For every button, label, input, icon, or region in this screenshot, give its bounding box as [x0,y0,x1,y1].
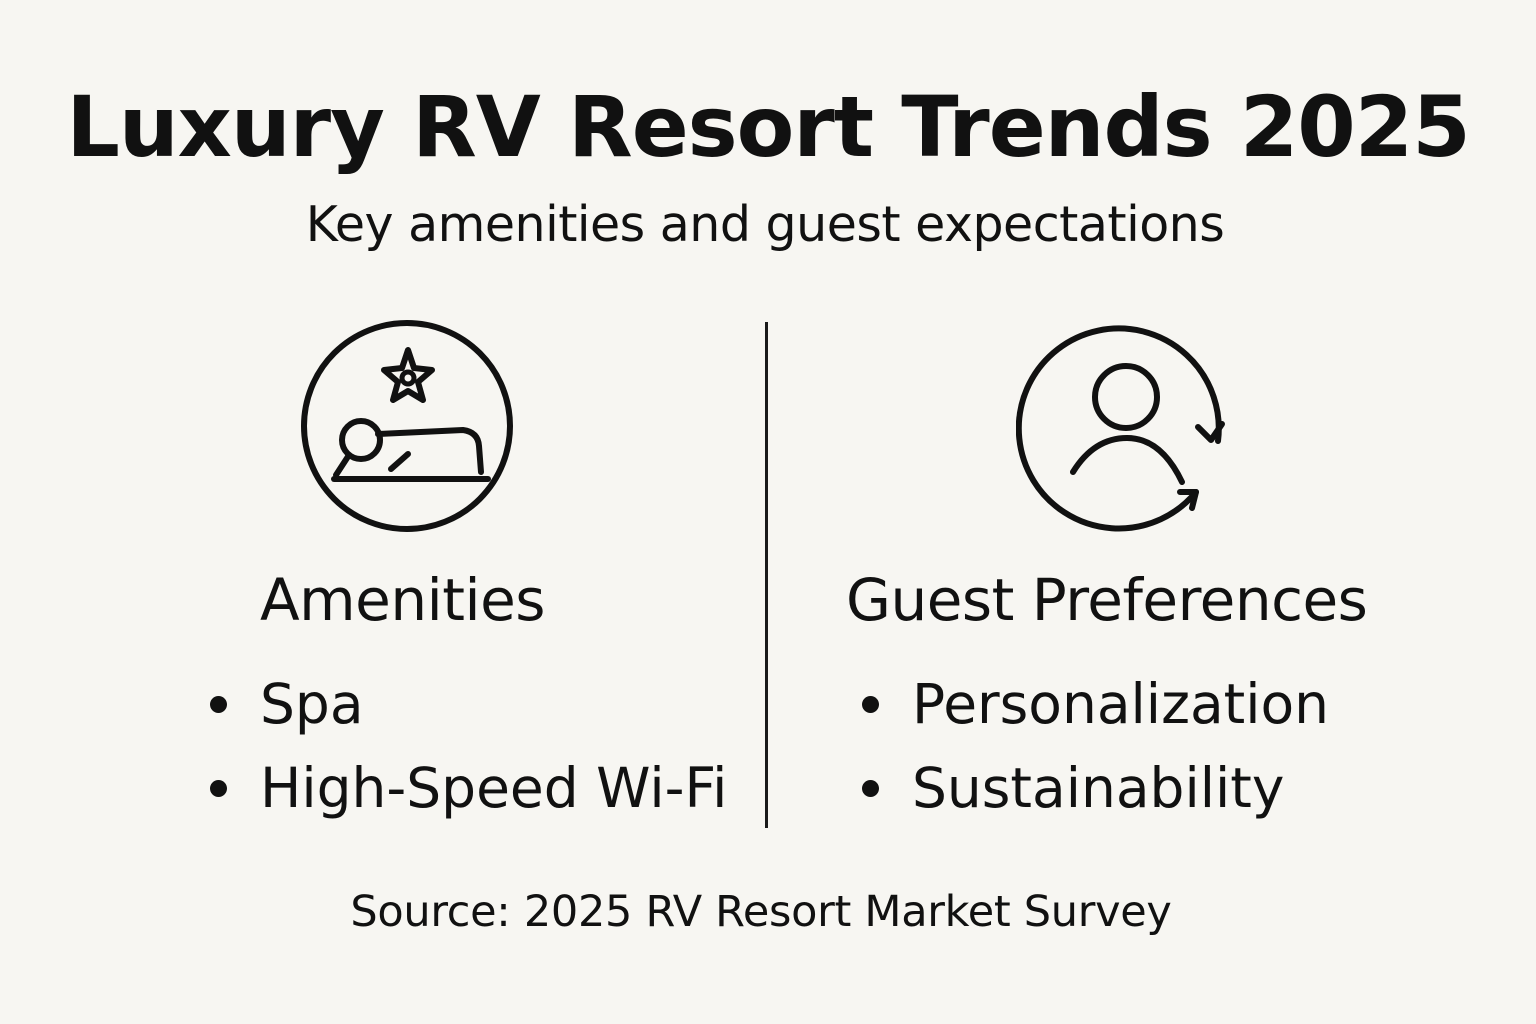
column-divider [765,322,768,828]
bullet-icon [862,696,879,713]
spa-icon [297,316,517,536]
page-title: Luxury RV Resort Trends 2025 [66,78,1470,176]
amenities-heading: Amenities [260,566,546,634]
guest-preferences-list: Personalization Sustainability [858,670,1329,838]
list-item: Personalization [858,670,1329,754]
user-cycle-icon [1016,314,1236,534]
bullet-icon [210,696,227,713]
list-item: High-Speed Wi-Fi [206,754,727,838]
list-item-label: Sustainability [912,756,1285,820]
bullet-icon [210,780,227,797]
list-item-label: High-Speed Wi-Fi [260,756,728,820]
list-item: Sustainability [858,754,1329,838]
bullet-icon [862,780,879,797]
list-item: Spa [206,670,727,754]
list-item-label: Personalization [912,672,1330,736]
amenities-list: Spa High-Speed Wi-Fi [206,670,727,838]
list-item-label: Spa [260,672,364,736]
source-note: Source: 2025 RV Resort Market Survey [350,887,1172,937]
page-subtitle: Key amenities and guest expectations [305,196,1225,253]
guest-preferences-heading: Guest Preferences [846,566,1368,634]
